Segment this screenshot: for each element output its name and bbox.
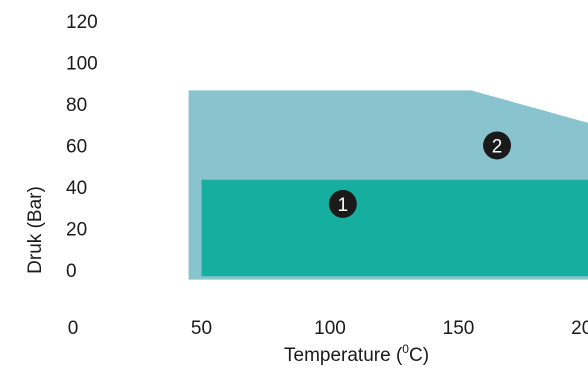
x-tick-label: 100 (314, 318, 346, 339)
chart-markers: 123 (328, 131, 512, 218)
chart-regions (188, 90, 588, 280)
marker-2-label: 2 (492, 136, 503, 157)
y-tick-label: 120 (66, 12, 98, 33)
y-tick-label: 40 (66, 178, 87, 199)
y-axis-ticks: 120 100 80 60 40 20 0 (66, 12, 98, 282)
x-tick-label: 150 (443, 318, 475, 339)
marker-1-label: 1 (338, 195, 349, 216)
x-axis-title: Temperature (0C) (284, 342, 429, 366)
x-axis-title-unit: C) (409, 345, 429, 366)
marker-1-circle (328, 189, 357, 218)
x-axis-title-main: Temperature ( (284, 345, 403, 366)
x-axis-ticks: 050100150200250300350400 (68, 318, 588, 339)
x-axis-title-superscript: 0 (402, 342, 409, 356)
y-axis-title: Druk (Bar) (25, 186, 46, 274)
x-tick-label: 0 (68, 318, 79, 339)
y-tick-label: 60 (66, 137, 87, 158)
y-tick-label: 0 (66, 261, 77, 282)
x-tick-label: 50 (191, 318, 212, 339)
region-1 (201, 179, 588, 277)
y-tick-label: 100 (66, 54, 98, 75)
y-tick-label: 20 (66, 220, 87, 241)
marker-2-circle (483, 131, 512, 160)
x-tick-label: 200 (571, 318, 588, 339)
y-tick-label: 80 (66, 95, 87, 116)
